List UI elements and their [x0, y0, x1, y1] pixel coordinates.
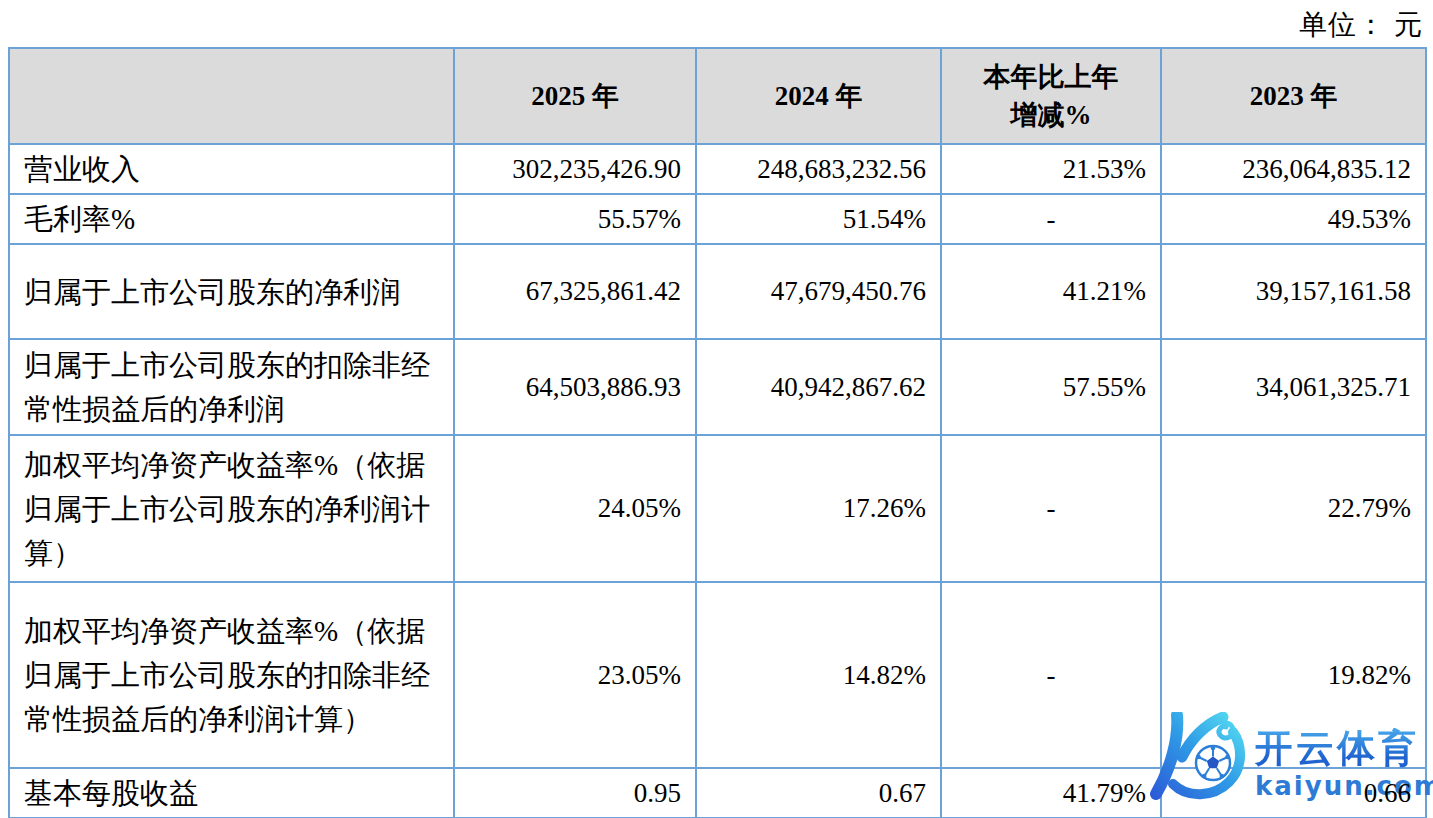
value-2023: 49.53%	[1161, 194, 1426, 244]
value-2024: 248,683,232.56	[696, 144, 941, 194]
table-row: 加权平均净资产收益率%（依据归属于上市公司股东的扣除非经常性损益后的净利润计算）…	[9, 582, 1426, 768]
row-label: 毛利率%	[9, 194, 454, 244]
value-yoy: -	[941, 582, 1161, 768]
value-2025: 24.05%	[454, 435, 696, 582]
header-2023: 2023 年	[1161, 48, 1426, 144]
value-2023: 19.82%	[1161, 582, 1426, 768]
value-2024: 51.54%	[696, 194, 941, 244]
header-yoy-line2: 增减%	[948, 96, 1154, 134]
value-2025: 67,325,861.42	[454, 244, 696, 339]
header-yoy-line1: 本年比上年	[948, 58, 1154, 96]
value-2024: 14.82%	[696, 582, 941, 768]
row-label: 基本每股收益	[9, 768, 454, 818]
value-2023: 236,064,835.12	[1161, 144, 1426, 194]
value-2023: 0.66	[1161, 768, 1426, 818]
table-header-row: 2025 年 2024 年 本年比上年 增减% 2023 年	[9, 48, 1426, 144]
row-label: 加权平均净资产收益率%（依据归属于上市公司股东的净利润计算）	[9, 435, 454, 582]
header-2024: 2024 年	[696, 48, 941, 144]
table-row: 加权平均净资产收益率%（依据归属于上市公司股东的净利润计算） 24.05% 17…	[9, 435, 1426, 582]
value-yoy: 41.21%	[941, 244, 1161, 339]
value-2024: 47,679,450.76	[696, 244, 941, 339]
value-yoy: -	[941, 435, 1161, 582]
value-2024: 40,942,867.62	[696, 339, 941, 435]
row-label: 归属于上市公司股东的扣除非经常性损益后的净利润	[9, 339, 454, 435]
header-2025: 2025 年	[454, 48, 696, 144]
unit-label: 单位： 元	[1299, 6, 1423, 44]
value-2023: 39,157,161.58	[1161, 244, 1426, 339]
header-yoy: 本年比上年 增减%	[941, 48, 1161, 144]
value-2025: 55.57%	[454, 194, 696, 244]
table-row: 毛利率% 55.57% 51.54% - 49.53%	[9, 194, 1426, 244]
table-row: 营业收入 302,235,426.90 248,683,232.56 21.53…	[9, 144, 1426, 194]
value-yoy: -	[941, 194, 1161, 244]
row-label: 营业收入	[9, 144, 454, 194]
value-yoy: 21.53%	[941, 144, 1161, 194]
value-2025: 64,503,886.93	[454, 339, 696, 435]
table-row: 归属于上市公司股东的扣除非经常性损益后的净利润 64,503,886.93 40…	[9, 339, 1426, 435]
header-empty-cell	[9, 48, 454, 144]
financial-summary-table: 2025 年 2024 年 本年比上年 增减% 2023 年 营业收入 302,…	[8, 47, 1427, 818]
value-yoy: 41.79%	[941, 768, 1161, 818]
value-yoy: 57.55%	[941, 339, 1161, 435]
value-2023: 34,061,325.71	[1161, 339, 1426, 435]
row-label: 加权平均净资产收益率%（依据归属于上市公司股东的扣除非经常性损益后的净利润计算）	[9, 582, 454, 768]
value-2025: 0.95	[454, 768, 696, 818]
value-2023: 22.79%	[1161, 435, 1426, 582]
value-2025: 23.05%	[454, 582, 696, 768]
table-row: 归属于上市公司股东的净利润 67,325,861.42 47,679,450.7…	[9, 244, 1426, 339]
value-2023-text: 0.66	[1364, 778, 1411, 808]
row-label: 归属于上市公司股东的净利润	[9, 244, 454, 339]
value-2024: 0.67	[696, 768, 941, 818]
table-row: 基本每股收益 0.95 0.67 41.79% 0.66	[9, 768, 1426, 818]
value-2025: 302,235,426.90	[454, 144, 696, 194]
value-yoy-text: 41.79%	[1063, 778, 1146, 808]
value-2024: 17.26%	[696, 435, 941, 582]
